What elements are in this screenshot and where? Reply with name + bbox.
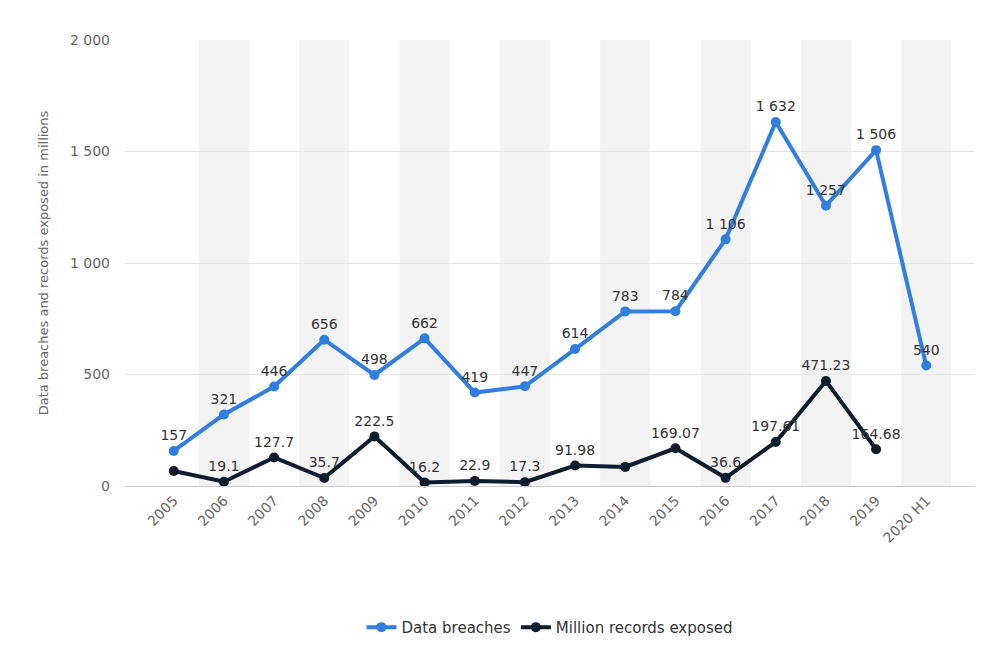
svg-text:2014: 2014 <box>596 493 633 530</box>
svg-text:2019: 2019 <box>847 493 884 530</box>
svg-text:16.2: 16.2 <box>409 459 440 475</box>
svg-text:2018: 2018 <box>796 493 833 530</box>
svg-text:2011: 2011 <box>445 493 482 530</box>
svg-text:91.98: 91.98 <box>555 442 595 458</box>
svg-text:446: 446 <box>261 363 288 379</box>
svg-text:197.61: 197.61 <box>751 418 800 434</box>
svg-text:784: 784 <box>662 287 689 303</box>
svg-text:614: 614 <box>562 325 589 341</box>
svg-text:447: 447 <box>512 363 539 379</box>
svg-text:Million records exposed: Million records exposed <box>556 619 733 637</box>
svg-text:1 500: 1 500 <box>70 143 110 159</box>
svg-text:164.68: 164.68 <box>852 426 901 442</box>
svg-text:17.3: 17.3 <box>509 458 540 474</box>
svg-text:2016: 2016 <box>696 493 733 530</box>
svg-text:2005: 2005 <box>144 493 181 530</box>
svg-text:1 257: 1 257 <box>806 182 846 198</box>
svg-text:498: 498 <box>361 351 388 367</box>
svg-text:471.23: 471.23 <box>801 357 850 373</box>
svg-text:1 106: 1 106 <box>706 216 746 232</box>
svg-text:2009: 2009 <box>345 493 382 530</box>
svg-text:19.1: 19.1 <box>208 458 239 474</box>
svg-text:Data breaches and records expo: Data breaches and records exposed in mil… <box>36 110 51 415</box>
svg-text:2006: 2006 <box>194 493 231 530</box>
svg-text:35.7: 35.7 <box>309 454 340 470</box>
svg-text:0: 0 <box>101 478 110 494</box>
svg-text:169.07: 169.07 <box>651 425 700 441</box>
svg-text:656: 656 <box>311 316 338 332</box>
svg-text:1 632: 1 632 <box>756 98 796 114</box>
svg-text:419: 419 <box>461 369 488 385</box>
svg-text:Data breaches: Data breaches <box>402 619 511 637</box>
svg-text:2010: 2010 <box>395 493 432 530</box>
svg-text:2015: 2015 <box>646 493 683 530</box>
svg-text:157: 157 <box>160 427 187 443</box>
svg-text:662: 662 <box>411 315 438 331</box>
svg-text:36.6: 36.6 <box>710 454 741 470</box>
svg-text:127.7: 127.7 <box>254 434 294 450</box>
svg-text:540: 540 <box>913 342 940 358</box>
svg-text:22.9: 22.9 <box>459 457 490 473</box>
svg-text:783: 783 <box>612 288 639 304</box>
svg-text:222.5: 222.5 <box>354 413 394 429</box>
svg-text:2012: 2012 <box>495 493 532 530</box>
svg-text:1 000: 1 000 <box>70 255 110 271</box>
svg-text:2008: 2008 <box>295 493 332 530</box>
svg-text:2020 H1: 2020 H1 <box>880 493 933 546</box>
svg-text:2007: 2007 <box>245 493 282 530</box>
svg-text:2 000: 2 000 <box>70 32 110 48</box>
svg-text:321: 321 <box>211 391 238 407</box>
svg-text:2017: 2017 <box>746 493 783 530</box>
svg-text:1 506: 1 506 <box>856 126 896 142</box>
svg-text:500: 500 <box>83 366 110 382</box>
svg-text:2013: 2013 <box>546 493 583 530</box>
